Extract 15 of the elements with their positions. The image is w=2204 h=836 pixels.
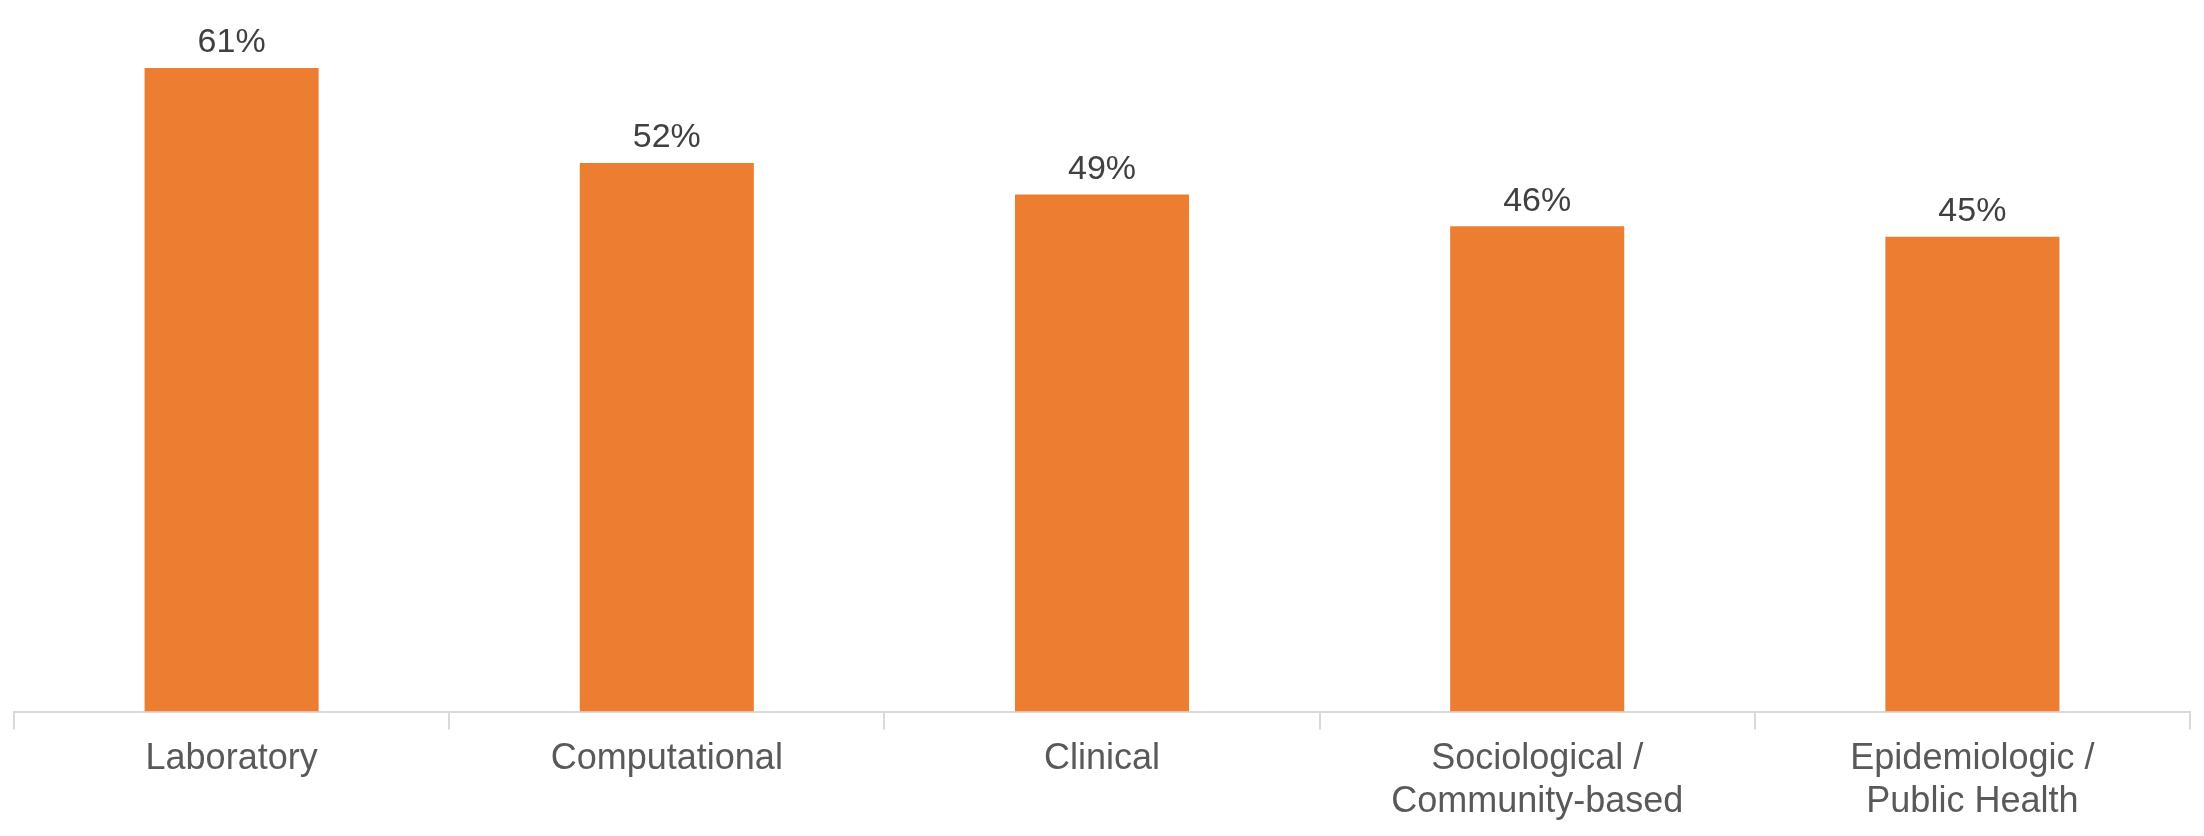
bar [144,67,319,712]
x-tick-label: Epidemiologic / Public Health [1850,736,2095,821]
data-label: 52% [632,116,701,155]
x-tick-label: Computational [550,736,783,778]
data-label: 46% [1503,179,1572,218]
bar [1014,194,1190,712]
x-tick-label: Sociological / Community-based [1391,736,1684,821]
data-label: 61% [197,21,266,60]
bar [1450,226,1625,712]
data-label: 49% [1067,147,1137,186]
x-tick-label: Laboratory [145,736,318,778]
bar [1885,236,2060,712]
data-label: 45% [1938,190,2007,229]
bar [579,162,754,712]
x-tick-label: Clinical [1043,736,1161,778]
